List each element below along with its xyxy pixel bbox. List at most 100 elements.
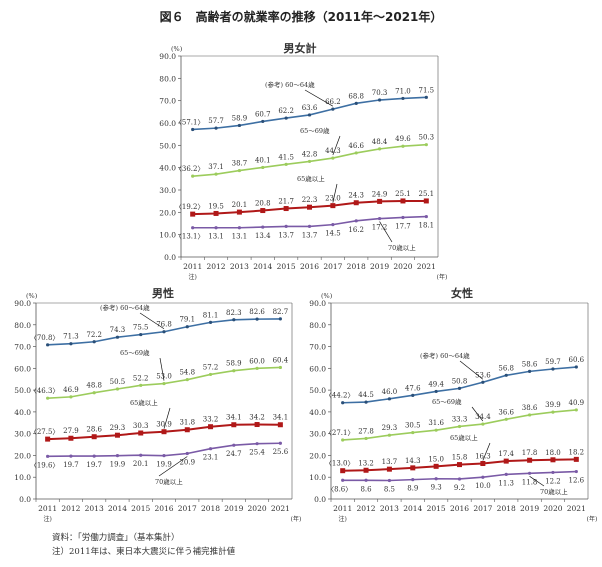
y-tick-label: 70.0 [309, 343, 326, 352]
data-label: 57.2 [203, 363, 219, 371]
x-axis-unit: (年) [587, 515, 598, 523]
series-name-label: (参考) 60～64歳 [265, 80, 315, 89]
annotation-arrow [163, 407, 171, 429]
series-name-label: 65歳以上 [297, 174, 325, 183]
data-point [255, 317, 259, 321]
data-label: 71.5 [419, 86, 435, 94]
data-point [214, 126, 218, 130]
data-label: 34.2 [249, 414, 265, 422]
data-label: 79.1 [179, 316, 195, 324]
data-point [480, 461, 486, 467]
y-tick-label: 40.0 [159, 164, 176, 173]
y-tick-label: 10.0 [14, 473, 31, 482]
x-tick-label: 2012 [61, 504, 80, 513]
data-label: 59.7 [545, 358, 561, 366]
x-tick-label: 2018 [497, 504, 516, 513]
data-point [411, 430, 415, 435]
data-point [115, 335, 120, 339]
data-point [401, 215, 405, 220]
y-tick-label: 50.0 [159, 141, 176, 150]
data-point [307, 204, 312, 210]
data-point [237, 123, 242, 128]
data-label: 52.2 [133, 374, 149, 382]
x-tick-label: 2019 [520, 504, 539, 513]
data-point [551, 410, 555, 414]
data-label: 34.1 [226, 414, 242, 422]
data-label: 25.4 [249, 449, 265, 457]
y-tick-label: 60.0 [309, 364, 326, 373]
data-label: 19.7 [63, 461, 79, 469]
data-point [69, 454, 73, 458]
data-label: 60.0 [249, 357, 265, 365]
data-point [115, 454, 120, 458]
x-note-label: 注) [189, 273, 197, 281]
series-name-label: 65～69歳 [432, 397, 462, 406]
data-label: 49.6 [395, 135, 411, 143]
data-label: 〈46.3〉 [30, 387, 60, 395]
data-point [364, 478, 368, 482]
data-point [424, 214, 428, 219]
x-note-label: 注) [339, 515, 347, 523]
data-label: 17.2 [372, 224, 388, 232]
data-point [208, 447, 213, 451]
y-tick-label: 20.0 [309, 451, 326, 460]
y-tick-label: 50.0 [309, 386, 326, 395]
data-point [185, 451, 189, 456]
data-point [92, 391, 96, 395]
data-label: 23.1 [203, 454, 219, 462]
data-label: 62.2 [278, 107, 294, 115]
x-tick-label: 2011 [38, 504, 57, 513]
series-name-label: 65～69歳 [300, 126, 330, 135]
data-point [237, 168, 242, 173]
x-tick-label: 2019 [224, 504, 243, 513]
data-label: 13.7 [382, 458, 398, 466]
data-point [208, 320, 213, 324]
data-point [213, 210, 219, 216]
data-point [574, 469, 578, 474]
data-label: 20.9 [179, 458, 195, 466]
data-point [331, 107, 335, 111]
data-point [411, 393, 415, 397]
data-label: 12.2 [545, 477, 561, 485]
data-label: 13.2 [358, 459, 374, 467]
annotation-arrow [304, 89, 334, 107]
data-label: 30.5 [405, 422, 421, 430]
data-label: 20.1 [232, 201, 248, 209]
series-name-label: 65～69歳 [120, 348, 150, 357]
x-tick-label: 2012 [206, 262, 225, 271]
data-label: 33.3 [452, 415, 468, 423]
data-label: 53.6 [475, 371, 491, 379]
data-label: 8.6 [360, 485, 372, 493]
y-tick-label: 0.0 [314, 495, 326, 504]
data-point [341, 401, 345, 405]
data-label: 68.8 [348, 92, 364, 100]
data-point [574, 365, 578, 369]
figure-title: 図６ 高齢者の就業率の推移（2011年～2021年） [159, 10, 443, 24]
y-tick-label: 30.0 [159, 186, 176, 195]
data-point [527, 369, 532, 373]
data-point [114, 432, 120, 438]
data-point [411, 478, 415, 482]
data-label: 56.8 [498, 364, 514, 372]
data-point [46, 396, 50, 400]
data-point [354, 101, 358, 105]
data-point [387, 433, 392, 437]
y-tick-label: 60.0 [14, 364, 31, 373]
chart-title: 女性 [451, 286, 473, 300]
x-tick-label: 2011 [183, 262, 202, 271]
data-point [401, 144, 405, 148]
data-point [91, 434, 97, 440]
data-point [424, 143, 428, 147]
data-point [278, 441, 282, 445]
x-axis-unit: (年) [437, 273, 448, 281]
data-label: 19.7 [86, 461, 102, 469]
data-point [232, 369, 236, 373]
y-axis-unit: (%) [321, 292, 333, 300]
data-label: 76.8 [156, 321, 172, 329]
y-tick-label: 0.0 [164, 253, 176, 262]
data-point [208, 424, 214, 430]
data-label: 20.1 [133, 460, 149, 468]
data-point [527, 457, 533, 463]
data-label: 22.3 [302, 196, 318, 204]
series-name-label: 70歳以上 [388, 243, 416, 252]
